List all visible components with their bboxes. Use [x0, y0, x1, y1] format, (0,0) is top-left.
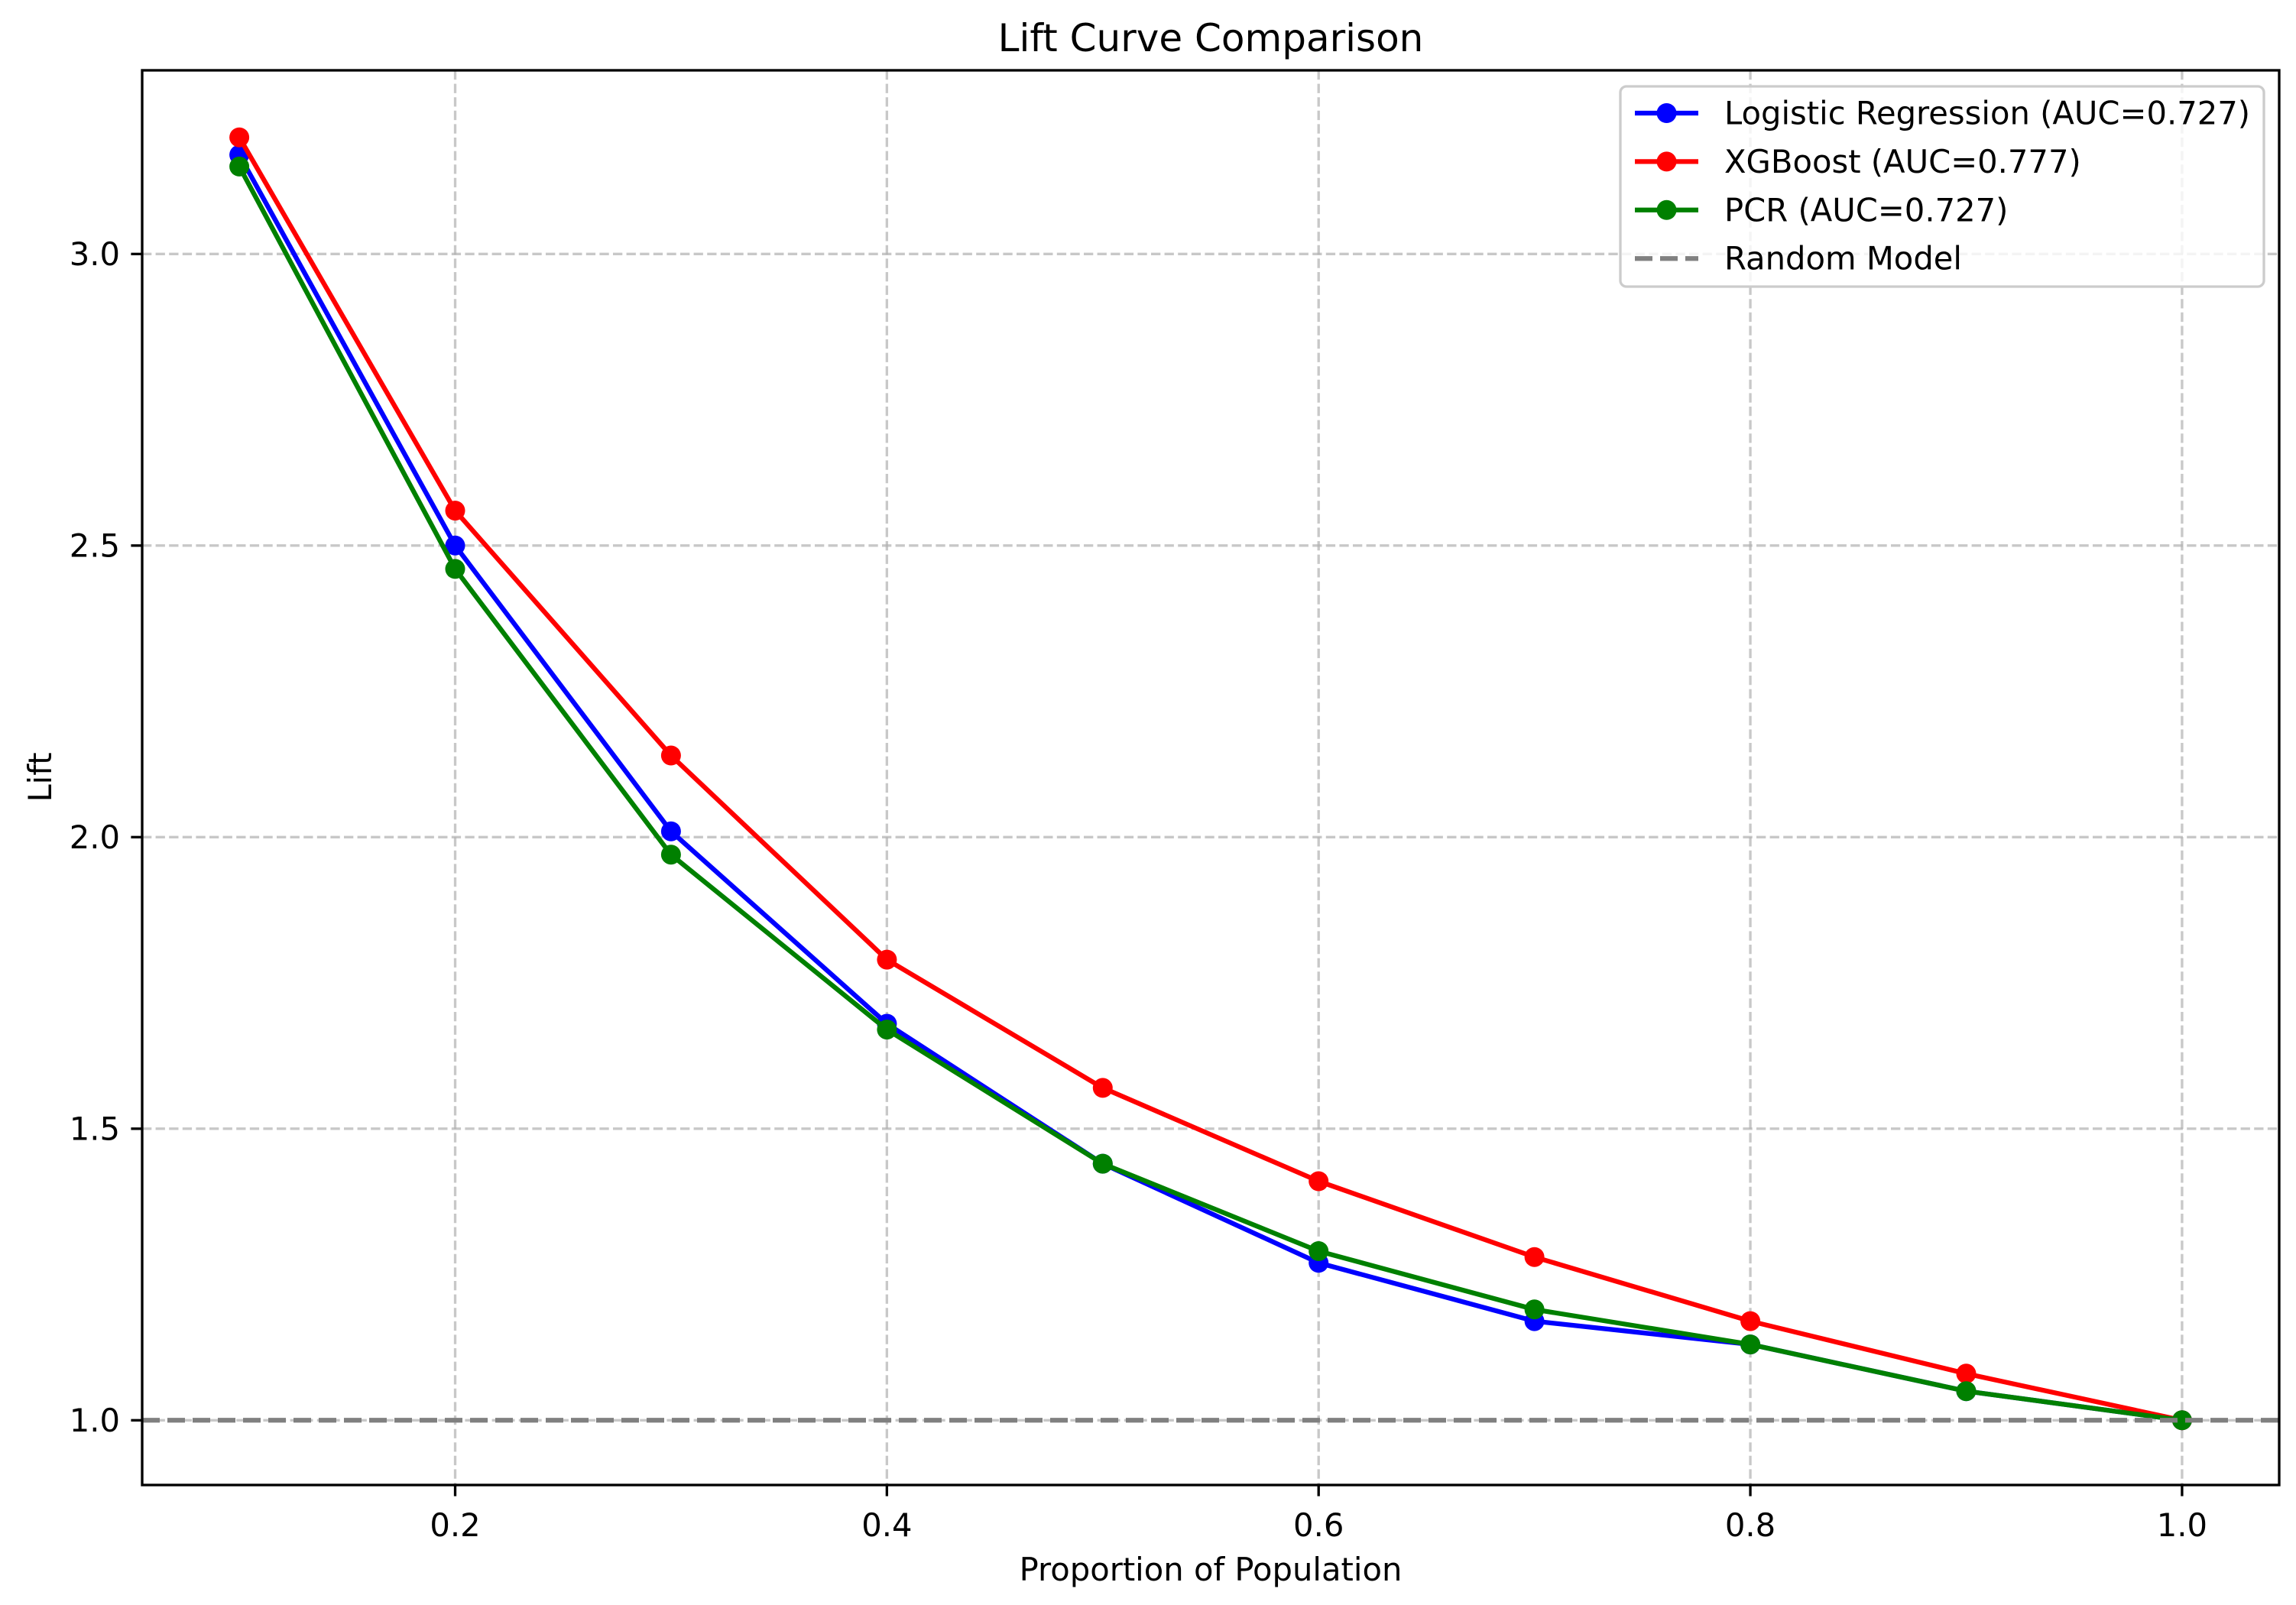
x-tick-label: 0.4	[861, 1506, 912, 1544]
data-point-xgboost-8	[1740, 1311, 1761, 1331]
axes: 0.2 0.4 0.6 0.8 1.0 1.0 1.5 2.0 2.5 3.0	[70, 235, 2207, 1544]
data-point-pcr-6	[1309, 1241, 1329, 1261]
y-tick-label: 1.0	[70, 1402, 120, 1439]
series-line-xgboost	[237, 136, 2183, 1423]
series-pcr	[229, 156, 2192, 1431]
data-point-pcr-1	[229, 156, 250, 177]
data-point-pcr-10	[2171, 1410, 2192, 1431]
legend-entry-random-model: Random Model	[1635, 240, 1962, 277]
y-tick-label: 2.0	[70, 819, 120, 856]
series-line-pcr	[237, 165, 2183, 1423]
legend-marker-logistic-regression	[1656, 103, 1677, 123]
data-point-xgboost-2	[445, 501, 465, 521]
data-point-logistic-regression-3	[660, 821, 681, 841]
y-tick-label: 2.5	[70, 527, 120, 564]
data-point-xgboost-5	[1092, 1078, 1113, 1098]
x-tick-label: 0.8	[1725, 1506, 1776, 1544]
x-tick-label: 0.6	[1293, 1506, 1344, 1544]
data-point-xgboost-7	[1524, 1247, 1545, 1267]
chart-title: Lift Curve Comparison	[998, 16, 1424, 60]
legend-label-random-model: Random Model	[1724, 240, 1962, 277]
y-axis-label: Lift	[21, 752, 59, 802]
legend: Logistic Regression (AUC=0.727) XGBoost (…	[1619, 85, 2265, 288]
legend-label-pcr: PCR (AUC=0.727)	[1724, 191, 2008, 229]
data-point-pcr-9	[1956, 1381, 1977, 1402]
legend-marker-xgboost	[1656, 151, 1677, 172]
data-point-logistic-regression-2	[445, 535, 465, 556]
x-axis-label: Proportion of Population	[1020, 1551, 1403, 1588]
y-tick-label: 3.0	[70, 235, 120, 273]
series-group	[229, 127, 2192, 1431]
legend-entry-logistic-regression: Logistic Regression (AUC=0.727)	[1635, 95, 2250, 132]
legend-label-logistic-regression: Logistic Regression (AUC=0.727)	[1724, 95, 2250, 132]
legend-marker-pcr	[1656, 199, 1677, 220]
x-tick-label: 0.2	[430, 1506, 480, 1544]
plot-frame	[141, 69, 2281, 1487]
data-point-xgboost-1	[229, 127, 250, 148]
data-point-pcr-3	[660, 845, 681, 865]
data-point-xgboost-6	[1309, 1171, 1329, 1192]
legend-entry-pcr: PCR (AUC=0.727)	[1635, 191, 2008, 229]
data-point-xgboost-9	[1956, 1363, 1977, 1384]
data-point-pcr-2	[445, 559, 465, 579]
data-point-pcr-5	[1092, 1153, 1113, 1174]
y-tick-label: 1.5	[70, 1110, 120, 1147]
x-tick-label: 1.0	[2157, 1506, 2207, 1544]
data-point-pcr-8	[1740, 1334, 1761, 1355]
data-point-xgboost-3	[660, 745, 681, 766]
data-point-pcr-4	[877, 1020, 897, 1040]
legend-entry-xgboost: XGBoost (AUC=0.777)	[1635, 143, 2081, 180]
legend-label-xgboost: XGBoost (AUC=0.777)	[1724, 143, 2081, 180]
data-point-xgboost-4	[877, 949, 897, 970]
legend-box	[1619, 85, 2265, 288]
data-point-pcr-7	[1524, 1299, 1545, 1320]
